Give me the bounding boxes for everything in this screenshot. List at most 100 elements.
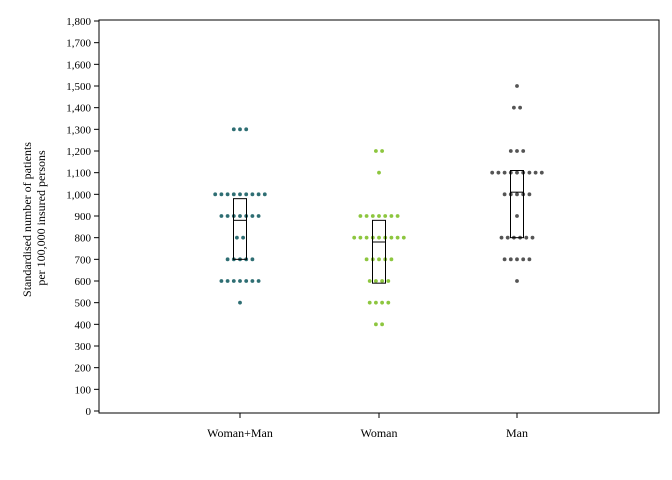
y-tick-label: 100 — [75, 384, 92, 396]
data-point — [380, 149, 384, 153]
data-point — [380, 322, 384, 327]
data-point — [395, 235, 400, 240]
data-point — [505, 235, 510, 240]
data-point — [256, 279, 261, 283]
data-point — [515, 257, 519, 262]
data-point — [256, 192, 261, 197]
data-point — [364, 214, 369, 218]
data-point — [521, 149, 526, 153]
data-point — [364, 235, 369, 240]
data-point — [527, 170, 532, 175]
data-point — [395, 214, 400, 218]
y-tick-label: 1,800 — [66, 16, 91, 28]
y-axis-title: Standardised number of patients per 100,… — [20, 139, 48, 297]
y-tick-label: 200 — [75, 363, 92, 375]
y-axis-title-line-1: Standardised number of patients — [20, 142, 34, 297]
data-point — [377, 235, 381, 240]
data-point — [374, 322, 378, 327]
y-tick-label: 400 — [75, 319, 92, 331]
data-point — [401, 235, 406, 240]
data-point — [502, 170, 507, 175]
data-point — [367, 279, 372, 283]
data-point — [383, 214, 388, 218]
data-point — [238, 300, 242, 305]
data-points — [213, 84, 544, 327]
data-point — [231, 192, 236, 197]
data-point — [527, 257, 532, 262]
data-point — [515, 149, 519, 153]
data-point — [377, 170, 381, 175]
y-tick-label: 900 — [75, 211, 92, 223]
y-tick-label: 1,300 — [66, 124, 91, 136]
data-point — [358, 235, 363, 240]
data-point — [225, 214, 230, 218]
x-axis: Woman+Man Woman Man — [207, 413, 528, 440]
data-point — [364, 257, 369, 262]
x-tick-label: Man — [506, 426, 528, 440]
y-axis-title-line-2: per 100,000 insured persons — [34, 150, 48, 286]
y-tick-label: 1,100 — [66, 168, 91, 180]
data-point — [250, 192, 255, 197]
data-point — [358, 214, 363, 218]
data-point — [262, 192, 267, 197]
data-point — [244, 279, 249, 283]
y-tick-label: 800 — [75, 233, 92, 245]
data-point — [250, 214, 255, 218]
data-point — [238, 279, 242, 283]
data-point — [530, 235, 535, 240]
data-point — [515, 170, 519, 175]
data-point — [490, 170, 495, 175]
data-point — [518, 105, 522, 110]
x-tick-label: Woman+Man — [207, 426, 273, 440]
data-point — [386, 300, 391, 305]
data-point — [377, 214, 381, 218]
data-point — [374, 300, 378, 305]
y-axis: 0 100 200 300 400 500 600 700 800 900 1,000 1,100 1,… — [66, 16, 99, 418]
y-tick-label: 600 — [75, 276, 92, 288]
data-point — [512, 105, 516, 110]
data-point — [502, 257, 507, 262]
data-point — [244, 192, 249, 197]
data-point — [502, 192, 507, 197]
box-plots — [233, 170, 524, 284]
iqr-box — [372, 219, 386, 284]
y-tick-label: 1,700 — [66, 38, 91, 50]
data-point — [235, 235, 239, 240]
data-point — [527, 192, 532, 197]
data-point — [521, 257, 526, 262]
y-tick-label: 1,200 — [66, 146, 91, 158]
data-point — [380, 279, 384, 283]
data-point — [515, 192, 519, 197]
iqr-box — [510, 170, 524, 239]
x-tick-label: Woman — [360, 426, 397, 440]
data-point — [515, 214, 519, 218]
data-point — [389, 257, 394, 262]
data-point — [238, 214, 242, 218]
data-point — [238, 127, 242, 132]
data-point — [225, 279, 230, 283]
y-tick-label: 1,000 — [66, 189, 91, 201]
data-point — [370, 214, 375, 218]
data-point — [231, 127, 236, 132]
data-point — [515, 279, 519, 283]
y-tick-label: 1,600 — [66, 59, 91, 71]
y-tick-label: 1,500 — [66, 81, 91, 93]
data-point — [367, 300, 372, 305]
data-point — [225, 192, 230, 197]
data-point — [352, 235, 357, 240]
y-tick-label: 1,400 — [66, 103, 91, 115]
data-point — [374, 149, 378, 153]
data-point — [244, 127, 249, 132]
data-point — [256, 214, 261, 218]
data-point — [219, 192, 224, 197]
data-point — [241, 235, 246, 240]
y-tick-label: 300 — [75, 341, 92, 353]
data-point — [508, 149, 513, 153]
data-point — [496, 170, 501, 175]
data-point — [219, 279, 224, 283]
data-point — [219, 214, 224, 218]
data-point — [238, 192, 242, 197]
data-point — [533, 170, 538, 175]
data-point — [250, 257, 255, 262]
data-point — [515, 84, 519, 88]
